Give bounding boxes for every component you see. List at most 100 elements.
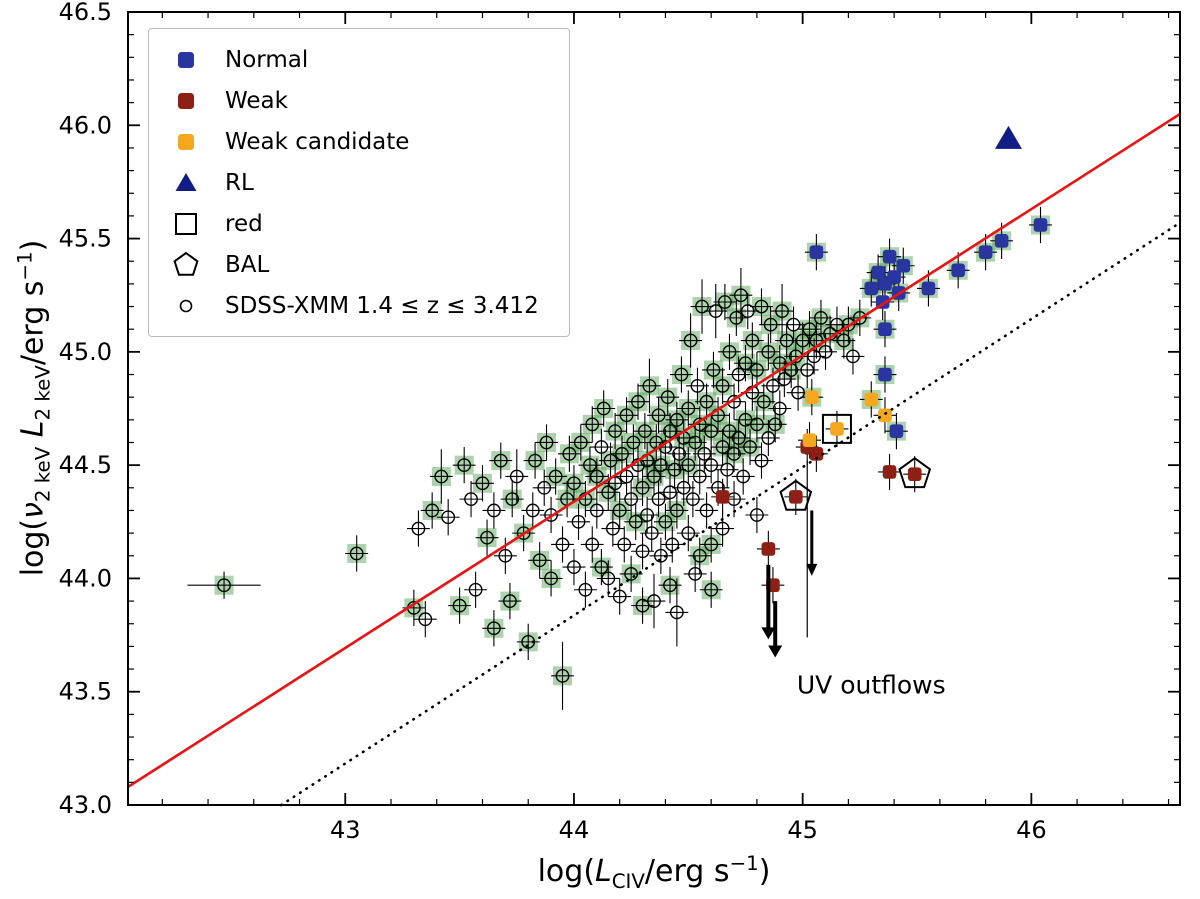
sdss-point (544, 571, 558, 586)
sdss-point (706, 363, 721, 377)
sdss-point (505, 492, 520, 507)
limit-arrow-head (806, 563, 818, 576)
sdss-point (480, 530, 494, 545)
sdss-point (418, 612, 433, 627)
sdss-point (704, 458, 719, 473)
tick-label: 46 (1016, 816, 1047, 844)
sdss-point (761, 344, 776, 359)
sdss-point (846, 349, 860, 364)
sdss-point (720, 462, 735, 477)
legend-label: Weak candidate (225, 128, 410, 155)
legend-item-normal: Normal (163, 39, 539, 80)
normal-point (887, 270, 901, 284)
sdss-point (800, 363, 815, 377)
sdss-point (731, 431, 746, 445)
sdss-point (217, 578, 231, 593)
weak-candidate-points-group (802, 390, 892, 448)
sdss-point (653, 548, 668, 563)
sdss-point (802, 322, 817, 337)
sdss-point (583, 458, 597, 473)
sdss-point (699, 394, 714, 409)
sdss-point (585, 537, 600, 552)
sdss-point (425, 503, 440, 518)
sdss-point (452, 598, 467, 613)
weak-candidate-point (878, 408, 892, 423)
normal-point (1033, 218, 1048, 232)
sdss-point (681, 458, 696, 473)
sdss-point (498, 548, 513, 563)
normal-point (878, 367, 892, 382)
sdss-point (740, 304, 755, 318)
sdss-point (676, 480, 691, 495)
sdss-point (669, 503, 684, 518)
sdss-point (667, 462, 682, 477)
bal-outline-marker (898, 456, 932, 489)
weak-point (907, 467, 922, 482)
normal-point (978, 245, 993, 259)
uv-outflows-annotation: UV outflows (796, 670, 946, 700)
sdss-point (601, 571, 616, 586)
sdss-point (736, 469, 751, 484)
sdss-point (612, 589, 627, 604)
sdss-point (571, 514, 586, 529)
weak-candidate-point (864, 392, 879, 407)
sdss-point (681, 401, 696, 416)
sdss-point (642, 378, 657, 393)
sdss-point (651, 408, 666, 423)
sdss-point (818, 344, 833, 359)
tick-label: 45.0 (59, 338, 112, 366)
sdss-point (756, 394, 771, 409)
sdss-point (612, 503, 627, 518)
sdss-point (635, 544, 650, 559)
legend-item-weak: Weak (163, 80, 539, 121)
sdss-point (750, 508, 764, 522)
sdss-point (681, 526, 696, 541)
tick-label: 43 (330, 816, 361, 844)
normal-point (882, 249, 897, 264)
sdss-point (589, 503, 604, 518)
sdss-point (695, 299, 709, 314)
sdss-point (660, 390, 675, 405)
tick-label: 45 (787, 816, 818, 844)
plot-frame (127, 11, 1181, 806)
sdss-point (683, 333, 698, 348)
sdss-point (715, 521, 730, 536)
sdss-point (509, 469, 524, 484)
tick-label: 44.5 (59, 451, 112, 479)
sdss-point (503, 594, 517, 608)
sdss-point (573, 435, 588, 450)
sdss-point (539, 435, 554, 450)
sdss-point (644, 526, 659, 541)
normal-point (809, 245, 824, 259)
legend-item-red: red (163, 203, 539, 244)
sdss-point (567, 476, 581, 491)
legend-item-weak-candidate: Weak candidate (163, 121, 539, 162)
sdss-point (777, 372, 792, 386)
sdss-point (704, 537, 719, 552)
tick-label: 46.0 (59, 111, 112, 139)
legend: Normal Weak Weak candidate RL red BAL SDSS-XMM… (148, 28, 570, 337)
sdss-point (731, 367, 746, 382)
sdss-point (637, 424, 652, 439)
tick-label: 44 (559, 816, 590, 844)
sdss-point (475, 476, 490, 491)
sdss-point (688, 435, 703, 450)
normal-point (896, 258, 911, 273)
sdss-point (548, 469, 563, 484)
tick-label: 43.5 (59, 678, 112, 706)
open-circle-icon (179, 299, 193, 312)
sdss-point (672, 446, 687, 461)
sdss-point (658, 514, 673, 529)
normal-point (994, 234, 1009, 248)
y-axis-label: log(ν2 keV L2 keV/erg s−1) (13, 239, 55, 577)
sdss-point (487, 621, 501, 636)
legend-label: Normal (225, 46, 309, 73)
red-outline-marker (821, 413, 852, 444)
normal-point (864, 281, 879, 296)
legend-item-rl: RL (163, 162, 539, 203)
sdss-point (734, 288, 748, 303)
sdss-point (653, 458, 668, 473)
weak-candidate-point (805, 390, 819, 404)
legend-label: BAL (225, 251, 270, 278)
sdss-point (594, 560, 609, 574)
